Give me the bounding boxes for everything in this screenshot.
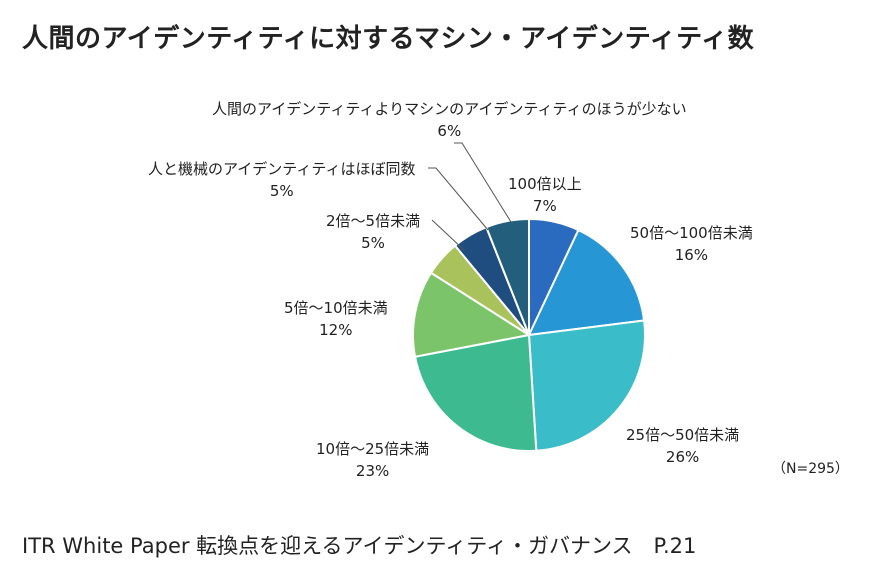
slice-label-text: 10倍～25倍未満 [316, 440, 430, 458]
slice-label-value: 23% [355, 462, 390, 480]
pie-slice-3 [413, 333, 538, 452]
leader-line-fewer [454, 142, 512, 223]
slice-label-fewer: 人間のアイデンティティよりマシンのアイデンティティのほうが少ない 6% [212, 98, 687, 142]
slice-label-2-5x: 2倍～5倍未満 5% [326, 210, 420, 254]
slice-label-value: 26% [665, 448, 700, 466]
slice-label-value: 12% [319, 321, 353, 339]
leader-line-equal [428, 167, 489, 231]
slice-label-5-10x: 5倍～10倍未満 12% [284, 297, 388, 341]
chart-title: 人間のアイデンティティに対するマシン・アイデンティティ数 [22, 24, 755, 54]
pie-slice-1 [527, 228, 646, 337]
pie-slice-7 [485, 217, 530, 336]
slice-label-text: 50倍～100倍未満 [630, 224, 753, 242]
slice-label-25-50x: 25倍～50倍未満 26% [626, 424, 739, 468]
slice-label-text: 2倍～5倍未満 [326, 212, 421, 230]
footer-source: ITR White Paper 転換点を迎えるアイデンティティ・ガバナンス P.… [22, 534, 697, 558]
pie-slice-2 [527, 319, 646, 452]
slice-label-value: 6% [437, 122, 462, 140]
sample-size-note: （N=295） [772, 461, 849, 477]
slice-label-50-100x: 50倍～100倍未満 16% [630, 222, 753, 266]
slice-label-text: 人と機械のアイデンティティはほぼ同数 [148, 160, 416, 178]
slice-label-text: 100倍以上 [508, 175, 582, 193]
slice-label-value: 16% [674, 246, 709, 264]
slice-label-text: 人間のアイデンティティよりマシンのアイデンティティのほうが少ない [212, 100, 687, 118]
slice-label-100x: 100倍以上 7% [508, 173, 582, 217]
slice-label-10-25x: 10倍～25倍未満 23% [316, 438, 429, 482]
slice-label-value: 7% [532, 197, 557, 215]
pie-slice-4 [412, 271, 532, 358]
slice-label-value: 5% [361, 234, 385, 252]
slice-label-text: 5倍～10倍未満 [284, 299, 388, 317]
leader-line-2-5x [431, 219, 465, 251]
slice-label-value: 5% [269, 182, 294, 200]
slice-label-equal: 人と機械のアイデンティティはほぼ同数 5% [148, 158, 415, 202]
slice-label-text: 25倍～50倍未満 [626, 426, 740, 444]
